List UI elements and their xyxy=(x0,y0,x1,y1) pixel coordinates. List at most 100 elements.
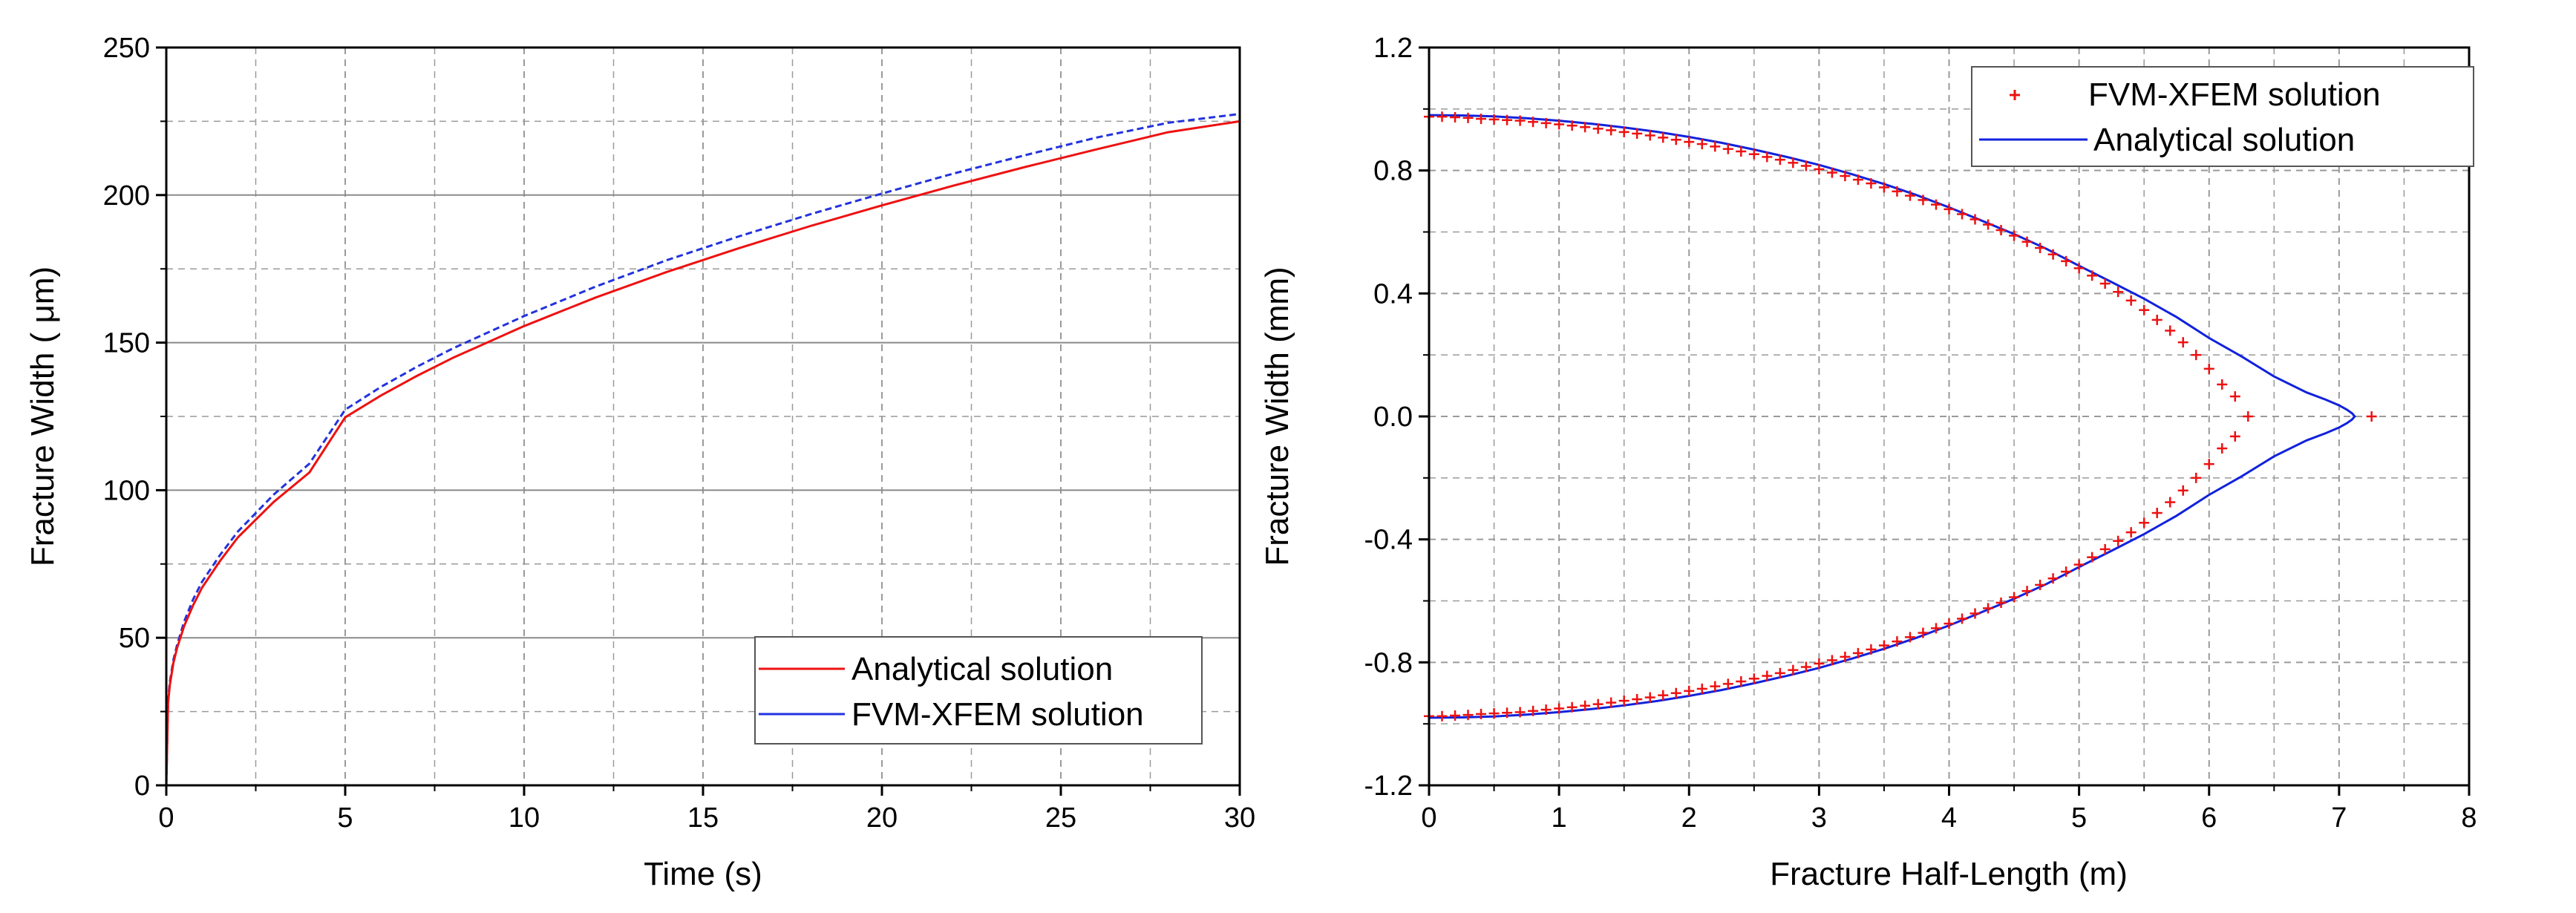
data-marker xyxy=(1592,698,1604,710)
data-marker xyxy=(1710,141,1721,152)
x-tick-label: 3 xyxy=(1811,802,1827,834)
data-marker xyxy=(1774,667,1785,678)
legend-label-fvm-right: FVM-XFEM solution xyxy=(2088,76,2381,113)
data-marker xyxy=(1566,701,1578,713)
data-marker xyxy=(1904,190,1915,201)
data-marker xyxy=(1800,661,1811,673)
data-marker xyxy=(2191,350,2202,361)
x-tick-label: 8 xyxy=(2461,802,2477,834)
y-tick-label: 150 xyxy=(103,328,150,359)
data-marker xyxy=(2061,566,2072,577)
x-tick-labels-left: 0 5 10 15 20 25 30 xyxy=(158,802,1255,834)
data-marker xyxy=(1580,122,1591,133)
data-marker xyxy=(1540,704,1552,716)
data-marker xyxy=(2073,263,2085,274)
ticks-right xyxy=(1419,46,2471,796)
y-tick-label: 1.2 xyxy=(1373,33,1413,64)
data-marker xyxy=(1658,690,1669,701)
data-marker xyxy=(1788,664,1799,675)
data-marker xyxy=(1696,139,1707,150)
legend-swatch-fvm-right xyxy=(2010,90,2020,100)
legend-left: Analytical solution FVM-XFEM solution xyxy=(754,636,1203,745)
data-marker xyxy=(1566,120,1578,131)
data-marker xyxy=(1644,692,1655,703)
data-marker xyxy=(1983,219,1994,230)
y-tick-label: 0.0 xyxy=(1373,402,1413,433)
data-marker xyxy=(1840,651,1851,662)
series-line-analytical xyxy=(165,120,1240,786)
data-marker xyxy=(1814,164,1825,175)
data-marker xyxy=(1684,685,1695,696)
data-marker xyxy=(2125,527,2137,538)
data-marker xyxy=(2047,249,2059,260)
y-tick-label: 100 xyxy=(103,475,150,506)
x-axis-label-left: Time (s) xyxy=(644,856,762,892)
data-marker xyxy=(1840,171,1851,182)
y-axis-label-left: Fracture Width ( μm) xyxy=(24,266,61,566)
data-marker xyxy=(1696,683,1707,694)
x-tick-label: 15 xyxy=(687,802,719,834)
data-marker xyxy=(1918,627,1929,638)
data-marker xyxy=(2203,363,2214,374)
x-tick-label: 6 xyxy=(2201,802,2217,834)
data-marker xyxy=(2151,314,2163,325)
data-marker xyxy=(1918,194,1929,206)
data-marker xyxy=(1580,700,1591,711)
y-tick-labels-right: -1.2 -0.8 -0.4 0.0 0.4 0.8 1.2 xyxy=(1364,33,1413,802)
data-marker xyxy=(2035,243,2046,254)
legend-right: FVM-XFEM solution Analytical solution xyxy=(1971,66,2474,167)
data-marker xyxy=(1995,225,2007,236)
data-marker xyxy=(1528,117,1539,128)
data-marker xyxy=(1866,178,1877,189)
chart-right: 0 1 2 3 4 5 6 7 8 -1.2 -0.8 -0.4 0.0 0.4 0.8 1.2 Fract… xyxy=(1259,33,2477,892)
y-tick-label: 0.8 xyxy=(1373,156,1413,187)
data-marker xyxy=(1618,696,1629,707)
y-tick-label: -0.4 xyxy=(1364,525,1413,556)
data-marker xyxy=(1878,640,1889,651)
grid-right xyxy=(1429,48,2469,785)
data-marker xyxy=(1788,157,1799,168)
data-marker xyxy=(2125,295,2137,306)
data-marker xyxy=(1957,209,1968,220)
data-marker xyxy=(1514,707,1526,718)
series-line-analytical xyxy=(1428,114,2356,719)
data-marker xyxy=(1995,597,2007,608)
data-marker xyxy=(1852,647,1863,658)
data-marker xyxy=(1476,114,1487,125)
data-marker xyxy=(1502,114,1513,125)
data-marker xyxy=(1488,114,1500,125)
data-marker xyxy=(2035,579,2046,590)
data-marker xyxy=(1618,126,1629,137)
y-tick-label: -1.2 xyxy=(1364,770,1413,802)
data-marker xyxy=(1644,130,1655,141)
data-marker xyxy=(1944,618,1955,629)
x-tick-label: 7 xyxy=(2331,802,2347,834)
data-marker xyxy=(2113,535,2124,546)
data-marker xyxy=(2021,586,2033,597)
data-marker xyxy=(1632,694,1643,705)
data-marker xyxy=(1670,134,1681,145)
data-marker xyxy=(2165,325,2176,336)
legend-label-analytical-left: Analytical solution xyxy=(851,651,1113,687)
x-tick-label: 2 xyxy=(1681,802,1697,834)
data-marker xyxy=(1878,182,1889,193)
data-marker xyxy=(1969,608,1981,619)
data-marker xyxy=(1774,154,1785,166)
y-tick-label: -0.8 xyxy=(1364,647,1413,678)
data-marker xyxy=(1983,603,1994,614)
data-marker xyxy=(2113,287,2124,298)
x-axis-label-right: Fracture Half-Length (m) xyxy=(1770,856,2128,892)
data-marker xyxy=(2139,304,2150,315)
data-marker xyxy=(1436,710,1448,721)
data-marker xyxy=(2087,552,2098,563)
data-marker xyxy=(1606,697,1617,708)
data-marker xyxy=(1606,125,1617,136)
data-marker xyxy=(1736,145,1747,157)
data-marker xyxy=(1476,708,1487,719)
data-marker xyxy=(1892,186,1903,197)
x-tick-label: 5 xyxy=(337,802,353,834)
data-marker xyxy=(1528,705,1539,716)
data-marker xyxy=(2073,559,2085,570)
data-marker xyxy=(1592,123,1604,134)
